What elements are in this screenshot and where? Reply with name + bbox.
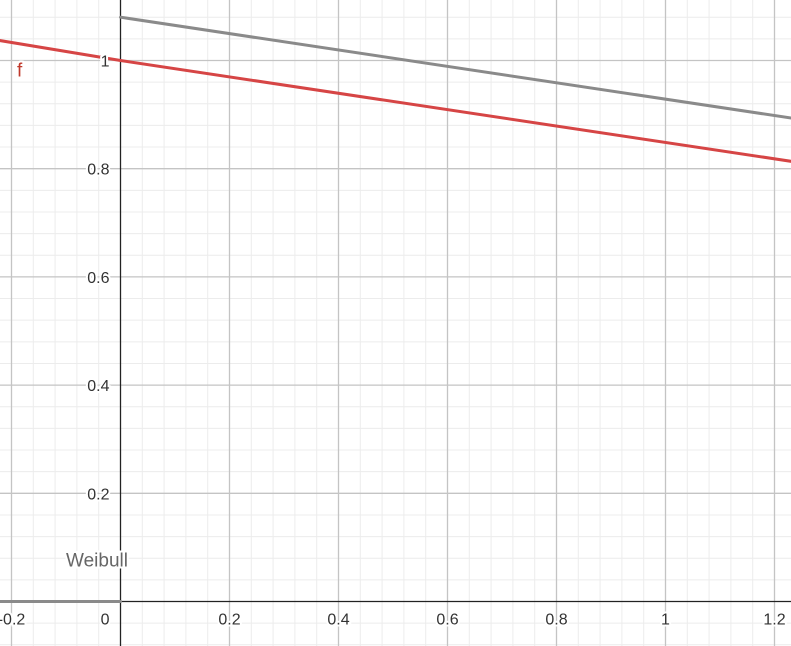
plotted-curves: [0, 15, 791, 603]
tick-label: 1: [661, 612, 670, 629]
tick-label: 0.2: [218, 612, 240, 629]
tick-label: 1.2: [763, 612, 785, 629]
tick-label: 0.8: [87, 162, 109, 179]
tick-label: 0.6: [87, 270, 109, 287]
tick-label: 0.6: [436, 612, 458, 629]
tick-label: 0.4: [87, 378, 109, 395]
tick-label: 0.8: [545, 612, 567, 629]
curve-labels: f Weibull: [15, 59, 130, 574]
series-weibull-line[interactable]: [119, 15, 791, 120]
tick-label: -0.2: [0, 612, 25, 629]
series-f-line[interactable]: [0, 39, 791, 163]
tick-labels: -0.2 0 0.2 0.4 0.6 0.8 1 1.2 0.2 0.4 0.6 0.8 1: [0, 52, 788, 631]
tick-label: 0: [101, 612, 110, 629]
tick-label: 1: [101, 54, 110, 71]
tick-label: 0.2: [87, 486, 109, 503]
tick-label: 0.4: [327, 612, 349, 629]
curve-label-weibull: Weibull: [66, 550, 128, 571]
curve-label-f: f: [17, 61, 23, 82]
